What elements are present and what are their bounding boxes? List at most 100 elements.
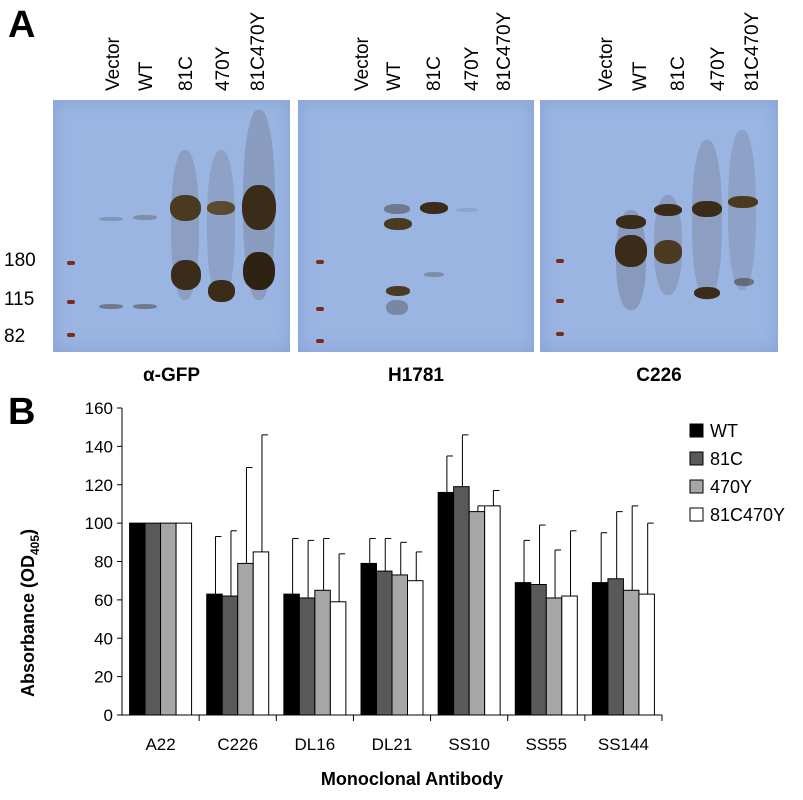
bar-81c470y	[407, 580, 424, 716]
blot-c226	[540, 100, 778, 352]
legend-label: 81C470Y	[710, 505, 785, 525]
lane-label: WT	[630, 61, 651, 91]
bar-81c	[144, 522, 162, 716]
ladder-marker	[316, 307, 324, 311]
protein-band	[207, 201, 235, 215]
lane-label: Vector	[103, 37, 124, 91]
lane-label: 81C	[176, 56, 197, 91]
bar-470y	[468, 511, 486, 716]
bar-470y	[622, 589, 640, 716]
protein-band	[420, 202, 448, 214]
absorbance-bar-chart: 0 20 40 60 80 100 120 140 160 A22 C226 DL16 DL21 SS1…	[18, 400, 785, 789]
ladder-marker	[67, 333, 75, 337]
bar-wt	[437, 491, 455, 716]
y-axis-title-close: )	[18, 529, 38, 535]
legend-label: WT	[710, 421, 738, 441]
bar-81c	[221, 595, 239, 716]
bar-81c470y	[329, 601, 347, 716]
blot-title-alpha-gfp: α-GFP	[142, 365, 201, 386]
legend-swatch	[689, 479, 704, 494]
y-tick-label: 60	[94, 591, 113, 610]
bar-81c470y	[484, 505, 501, 716]
x-axis-title: Monoclonal Antibody	[321, 769, 503, 789]
bar-wt	[591, 582, 609, 716]
y-axis-title-subscript: 405	[28, 535, 42, 555]
panel-b-letter: B	[8, 391, 36, 433]
ladder-marker	[316, 339, 324, 343]
y-tick-label: 140	[85, 437, 113, 456]
lane-label: Vector	[596, 37, 617, 91]
legend-swatch	[689, 507, 704, 522]
bar-81c470y	[561, 595, 578, 716]
bar-81c	[453, 486, 470, 716]
protein-band	[615, 235, 647, 267]
lane-label: 81C470Y	[494, 11, 515, 91]
protein-band-smear	[728, 130, 756, 290]
bar-470y	[237, 562, 254, 716]
bar-81c470y	[638, 593, 655, 716]
protein-band	[728, 196, 758, 208]
protein-band	[424, 272, 444, 277]
protein-band	[386, 300, 408, 315]
x-category-label: SS144	[598, 735, 649, 754]
bar-470y	[314, 589, 331, 716]
ladder-marker	[556, 332, 564, 336]
protein-band	[99, 304, 123, 309]
y-tick-label: 100	[85, 514, 113, 533]
legend-label: 81C	[710, 449, 743, 469]
protein-band-smear	[692, 140, 722, 300]
lane-label: 470Y	[708, 46, 729, 91]
x-category-label: A22	[145, 735, 175, 754]
bar-81c470y	[175, 522, 193, 716]
y-tick-label: 20	[94, 668, 113, 687]
ladder-marker	[556, 299, 564, 303]
bar-470y	[391, 574, 408, 716]
y-axis-title-main: Absorbance (OD	[18, 555, 38, 697]
y-tick-label: 160	[85, 400, 113, 418]
blot-alpha-gfp	[53, 100, 290, 352]
protein-band	[616, 215, 646, 229]
marker-label-115: 115	[4, 289, 35, 310]
bar-wt	[360, 562, 377, 716]
bar-81c	[376, 570, 393, 716]
x-category-label: C226	[217, 735, 258, 754]
lane-label: WT	[384, 61, 405, 91]
protein-band	[99, 217, 123, 221]
ladder-marker	[67, 261, 75, 265]
x-category-label: SS10	[448, 735, 490, 754]
lane-label: 81C	[668, 56, 689, 91]
protein-band	[456, 208, 478, 212]
y-tick-label: 120	[85, 476, 113, 495]
protein-band	[171, 260, 201, 290]
lane-label: 81C470Y	[248, 11, 269, 91]
bar-wt	[206, 593, 223, 716]
lane-label: 470Y	[462, 46, 483, 91]
lane-label: WT	[136, 61, 157, 91]
bar-81c	[607, 578, 624, 716]
x-category-label: SS55	[525, 735, 567, 754]
y-tick-label: 0	[104, 706, 113, 725]
y-axis-title: Absorbance (OD405)	[18, 529, 42, 697]
x-category-label: DL16	[295, 735, 336, 754]
legend-swatch	[689, 423, 704, 438]
protein-band	[384, 204, 410, 214]
protein-band	[692, 201, 722, 217]
lane-label: Vector	[352, 37, 373, 91]
blot-h1781	[298, 100, 534, 352]
x-category-label: DL21	[372, 735, 413, 754]
protein-band	[384, 218, 412, 230]
protein-band	[243, 252, 275, 290]
ladder-marker	[67, 300, 75, 304]
protein-band	[654, 240, 682, 264]
bar-470y	[160, 522, 177, 716]
legend-label: 470Y	[710, 477, 752, 497]
protein-band	[734, 278, 754, 286]
bar-81c	[530, 584, 547, 716]
panel-a-letter: A	[8, 4, 36, 46]
protein-band	[133, 215, 157, 220]
protein-band	[694, 287, 720, 299]
lane-label: 81C470Y	[742, 11, 763, 91]
bar-81c470y	[252, 551, 270, 716]
bar-wt	[129, 522, 146, 716]
protein-band	[208, 280, 235, 302]
